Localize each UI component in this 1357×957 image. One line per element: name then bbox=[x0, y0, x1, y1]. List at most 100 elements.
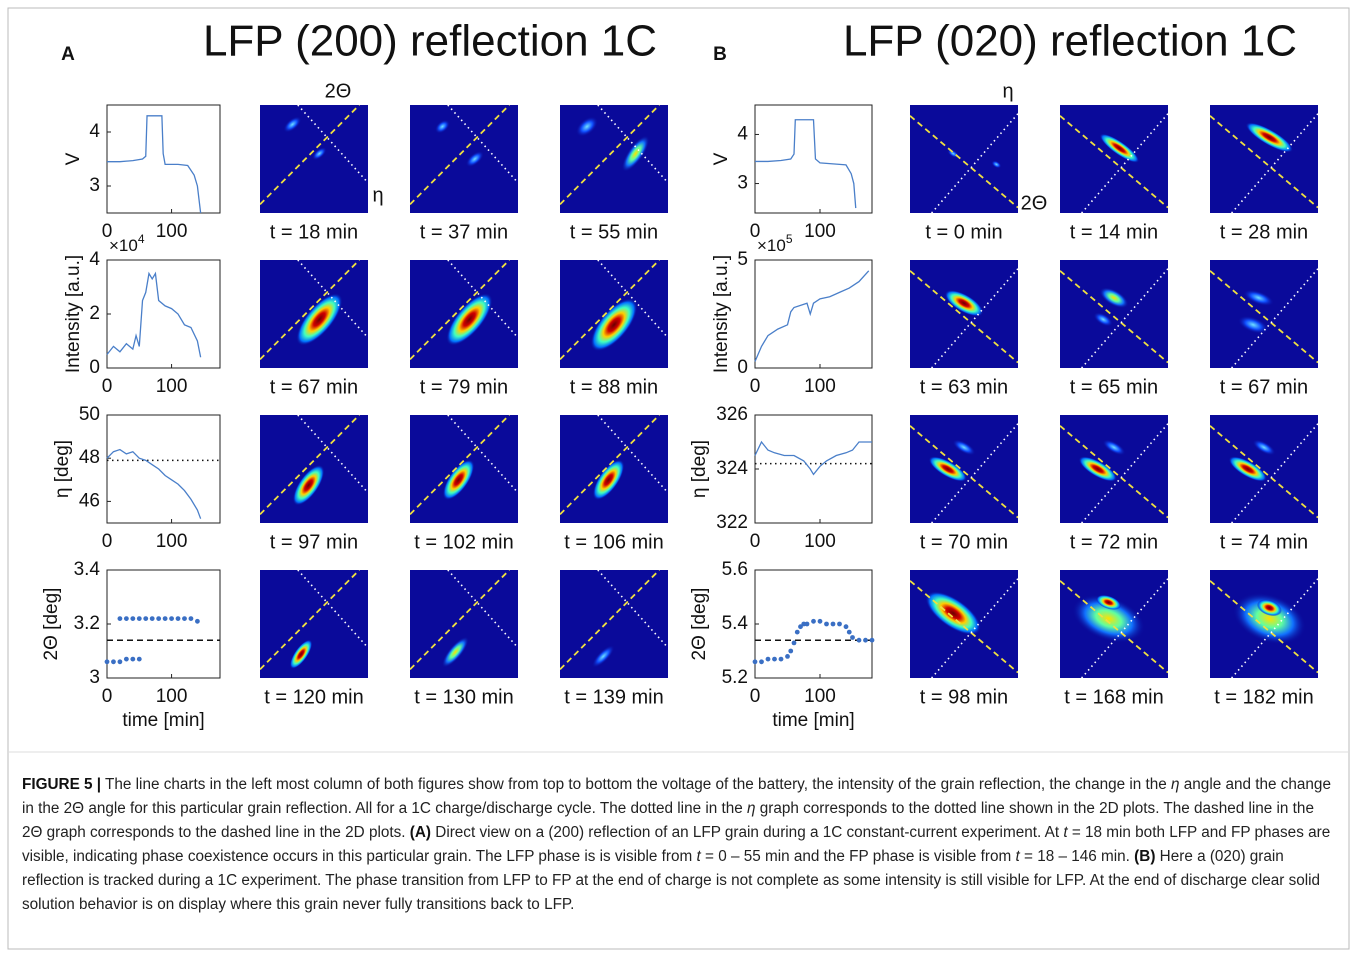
data-point bbox=[195, 619, 200, 624]
data-point bbox=[124, 657, 129, 662]
data-point bbox=[137, 616, 142, 621]
y-tick-label: 5.6 bbox=[722, 559, 748, 580]
y-tick-label: 4 bbox=[89, 249, 100, 270]
panel-title: LFP (200) reflection 1C bbox=[203, 17, 657, 66]
axis-annotation: 2Θ bbox=[325, 80, 352, 102]
y-tick-label: 50 bbox=[79, 404, 100, 425]
image-label: t = 28 min bbox=[1220, 221, 1308, 243]
data-point bbox=[811, 619, 816, 624]
image-background bbox=[410, 570, 518, 678]
data-point bbox=[137, 657, 142, 662]
image-label: t = 55 min bbox=[570, 221, 658, 243]
data-point bbox=[792, 641, 797, 646]
y-tick-label: 0 bbox=[89, 357, 100, 378]
image-label: t = 139 min bbox=[564, 686, 664, 708]
caption-run: = 18 – 146 min. bbox=[1020, 848, 1134, 865]
data-point bbox=[150, 616, 155, 621]
image-label: t = 37 min bbox=[420, 221, 508, 243]
page: A LFP (200) reflection 1C 2Θ η 3 4 0 100 V 0 2 4 0 10… bbox=[0, 0, 1357, 957]
y-tick-label: 0 bbox=[737, 357, 748, 378]
y-tick-label: 5 bbox=[737, 249, 748, 270]
diffraction-image bbox=[560, 570, 668, 678]
y-axis-label: Intensity [a.u.] bbox=[711, 255, 732, 373]
image-label: t = 98 min bbox=[920, 686, 1008, 708]
data-point bbox=[847, 630, 852, 635]
multiplier-exponent: 4 bbox=[138, 232, 145, 246]
image-label: t = 63 min bbox=[920, 376, 1008, 398]
x-tick-label: 0 bbox=[750, 531, 761, 552]
diffraction-image bbox=[910, 570, 1018, 678]
data-point bbox=[176, 616, 181, 621]
y-tick-label: 5.4 bbox=[722, 613, 749, 634]
panel-letter: A bbox=[61, 44, 75, 65]
y-axis-label: 2Θ [deg] bbox=[689, 588, 710, 661]
data-point bbox=[831, 622, 836, 627]
y-tick-label: 48 bbox=[79, 447, 100, 468]
x-tick-label: 0 bbox=[750, 686, 761, 707]
image-label: t = 120 min bbox=[264, 686, 364, 708]
plot-frame bbox=[107, 570, 220, 678]
caption-run: η bbox=[1171, 776, 1180, 793]
panel-title: LFP (020) reflection 1C bbox=[843, 17, 1297, 66]
data-point bbox=[111, 659, 116, 664]
diffraction-image bbox=[260, 570, 368, 678]
image-label: t = 74 min bbox=[1220, 531, 1308, 553]
multiplier-base: ×10 bbox=[109, 236, 138, 255]
plot-frame bbox=[107, 260, 220, 368]
y-tick-label: 4 bbox=[737, 123, 748, 144]
y-tick-label: 3 bbox=[89, 175, 100, 196]
data-point bbox=[766, 657, 771, 662]
panel-letter: B bbox=[713, 44, 727, 65]
image-label: t = 182 min bbox=[1214, 686, 1314, 708]
x-tick-label: 100 bbox=[156, 531, 188, 552]
y-tick-label: 3 bbox=[89, 667, 100, 688]
data-point bbox=[130, 616, 135, 621]
plot-frame bbox=[755, 570, 872, 678]
data-point bbox=[772, 657, 777, 662]
diffraction-image bbox=[410, 570, 518, 678]
data-point bbox=[779, 657, 784, 662]
x-tick-label: 100 bbox=[804, 531, 836, 552]
y-tick-label: 3.4 bbox=[74, 559, 101, 580]
x-tick-label: 100 bbox=[804, 221, 836, 242]
y-axis-label: η [deg] bbox=[689, 440, 710, 498]
data-point bbox=[182, 616, 187, 621]
data-point bbox=[118, 616, 123, 621]
x-tick-label: 100 bbox=[804, 376, 836, 397]
data-point bbox=[118, 659, 123, 664]
data-point bbox=[124, 616, 129, 621]
image-background bbox=[910, 260, 1018, 368]
plot-frame bbox=[755, 415, 872, 523]
image-background bbox=[910, 415, 1018, 523]
x-axis-label: time [min] bbox=[772, 710, 854, 731]
diffraction-image bbox=[560, 260, 668, 368]
image-label: t = 18 min bbox=[270, 221, 358, 243]
image-background bbox=[1060, 415, 1168, 523]
axis-annotation: η bbox=[372, 184, 383, 206]
diffraction-image bbox=[260, 260, 368, 368]
data-point bbox=[169, 616, 174, 621]
image-background bbox=[1210, 105, 1318, 213]
y-tick-label: 2 bbox=[89, 303, 100, 324]
caption-run: η bbox=[747, 800, 756, 817]
image-background bbox=[1060, 260, 1168, 368]
x-tick-label: 0 bbox=[102, 531, 113, 552]
y-axis-label: V bbox=[63, 152, 84, 165]
x-tick-label: 0 bbox=[102, 376, 113, 397]
image-label: t = 88 min bbox=[570, 376, 658, 398]
image-label: t = 130 min bbox=[414, 686, 514, 708]
diffraction-image bbox=[1060, 415, 1168, 523]
multiplier-base: ×10 bbox=[757, 236, 786, 255]
y-tick-label: 3 bbox=[737, 173, 748, 194]
data-point bbox=[130, 657, 135, 662]
image-label: t = 97 min bbox=[270, 531, 358, 553]
image-background bbox=[260, 570, 368, 678]
caption-run: (B) bbox=[1134, 848, 1155, 865]
y-axis-label: η [deg] bbox=[52, 440, 73, 498]
diffraction-image bbox=[260, 415, 368, 523]
data-point bbox=[857, 638, 862, 643]
axis-multiplier: ×104 bbox=[109, 232, 145, 255]
plot-frame bbox=[107, 415, 220, 523]
caption-run: Direct view on a (200) reflection of an … bbox=[431, 824, 1063, 841]
multiplier-exponent: 5 bbox=[786, 232, 793, 246]
